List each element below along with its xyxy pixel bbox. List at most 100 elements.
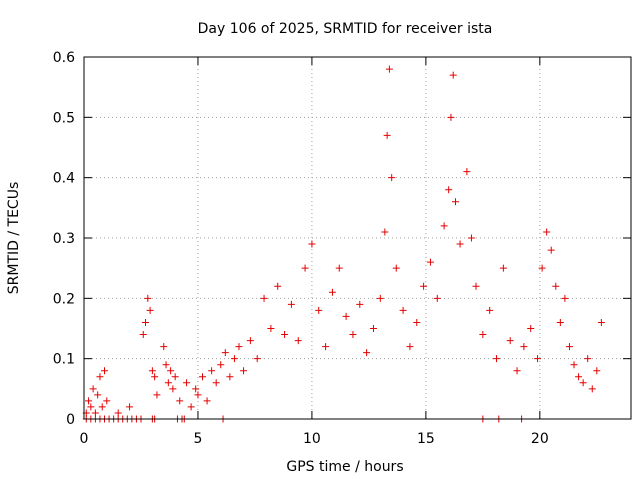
data-point xyxy=(322,343,330,351)
x-tick-label: 5 xyxy=(193,431,202,447)
data-point xyxy=(385,65,393,73)
data-points xyxy=(82,65,605,423)
data-point xyxy=(192,385,200,393)
data-point xyxy=(328,288,336,296)
data-point xyxy=(187,403,195,411)
data-point xyxy=(493,355,501,363)
data-point xyxy=(433,294,441,302)
data-point xyxy=(176,397,184,405)
data-point xyxy=(240,367,248,375)
data-point xyxy=(208,367,216,375)
data-point xyxy=(584,355,592,363)
data-point xyxy=(593,367,601,375)
data-point xyxy=(570,361,578,369)
data-point xyxy=(349,331,357,339)
data-point xyxy=(479,331,487,339)
x-tick-label: 20 xyxy=(531,431,549,447)
data-point xyxy=(420,282,428,290)
data-point xyxy=(151,373,159,381)
data-point xyxy=(162,361,170,369)
data-point xyxy=(164,379,172,387)
data-point xyxy=(499,264,507,272)
data-point xyxy=(267,325,275,332)
grid-lines xyxy=(84,57,631,419)
data-point xyxy=(520,343,528,351)
data-point xyxy=(527,325,535,332)
axis-ticks: 0 0.1 0.2 0.3 0.4 0.5 0.6 0 5 10 15 20 xyxy=(53,50,631,447)
x-axis-label: GPS time / hours xyxy=(286,459,403,475)
data-point xyxy=(383,131,391,139)
data-point xyxy=(588,385,596,393)
data-point xyxy=(543,228,551,236)
data-point xyxy=(406,343,414,351)
data-point xyxy=(199,373,207,381)
data-point xyxy=(388,174,396,182)
data-point xyxy=(230,355,238,363)
data-point xyxy=(301,264,309,272)
data-point xyxy=(194,391,202,399)
data-point xyxy=(538,264,546,272)
data-point xyxy=(575,373,583,381)
x-tick-label: 0 xyxy=(80,431,89,447)
data-point xyxy=(449,71,457,79)
data-point xyxy=(452,198,460,206)
data-point xyxy=(363,349,371,357)
data-point xyxy=(426,258,434,266)
data-point xyxy=(171,373,179,381)
data-point xyxy=(246,337,254,345)
data-point xyxy=(98,403,106,411)
data-point xyxy=(463,168,471,176)
y-tick-label: 0.5 xyxy=(53,110,75,126)
data-point xyxy=(94,391,102,399)
data-point xyxy=(253,355,261,363)
data-point xyxy=(153,391,161,399)
data-point xyxy=(183,379,191,387)
data-point xyxy=(547,246,555,254)
data-point xyxy=(534,355,542,363)
data-point xyxy=(85,397,93,405)
y-tick-label: 0.2 xyxy=(53,291,75,307)
data-point xyxy=(221,349,229,357)
data-point xyxy=(456,240,464,248)
data-point xyxy=(376,294,384,302)
data-point xyxy=(114,409,122,417)
data-point xyxy=(235,343,243,351)
x-tick-label: 10 xyxy=(303,431,321,447)
data-point xyxy=(160,343,168,351)
data-point xyxy=(167,367,175,375)
data-point xyxy=(440,222,448,230)
data-point xyxy=(146,306,154,314)
data-point xyxy=(467,234,475,242)
data-point xyxy=(413,318,421,326)
data-point xyxy=(335,264,343,272)
y-tick-label: 0.6 xyxy=(53,50,75,66)
data-point xyxy=(356,300,364,308)
data-point xyxy=(392,264,400,272)
y-tick-label: 0 xyxy=(66,412,75,428)
y-axis-label: SRMTID / TECUs xyxy=(6,182,22,295)
data-point xyxy=(342,312,350,320)
data-point xyxy=(142,318,150,326)
data-point xyxy=(308,240,316,248)
data-point xyxy=(556,318,564,326)
data-point xyxy=(399,306,407,314)
data-point xyxy=(96,373,104,381)
data-point xyxy=(274,282,282,290)
data-point xyxy=(144,294,152,302)
data-point xyxy=(486,306,494,314)
y-tick-label: 0.4 xyxy=(53,171,75,187)
y-tick-label: 0.1 xyxy=(53,352,75,368)
data-point xyxy=(87,403,95,411)
data-point xyxy=(447,113,455,121)
data-point xyxy=(565,343,573,351)
data-point xyxy=(91,409,99,417)
data-point xyxy=(212,379,220,387)
data-point xyxy=(472,282,480,290)
data-point xyxy=(217,361,225,369)
data-point xyxy=(101,367,109,375)
data-point xyxy=(579,379,587,387)
data-point xyxy=(294,337,302,345)
data-point xyxy=(126,403,134,411)
data-point xyxy=(139,331,147,339)
